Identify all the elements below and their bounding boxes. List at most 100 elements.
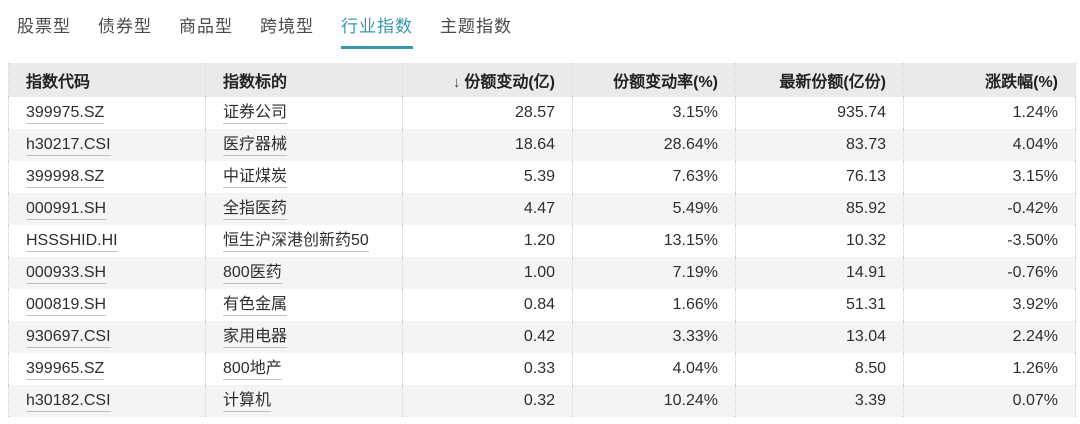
index-code-link[interactable]: 930697.CSI [26, 327, 111, 348]
tab-商品型[interactable]: 商品型 [179, 17, 233, 36]
latest-share-cell: 8.50 [735, 353, 904, 385]
price-change-cell: -0.42% [903, 193, 1076, 225]
share-change-cell: 0.33 [402, 353, 573, 385]
index-name-link[interactable]: 800地产 [223, 359, 282, 380]
index-code-cell: 000819.SH [8, 289, 206, 321]
sort-desc-icon[interactable]: ↓ [452, 74, 461, 91]
latest-share-cell: 10.32 [735, 225, 904, 257]
share-change-cell: 1.00 [402, 257, 573, 289]
table-row: HSSSHID.HI 恒生沪深港创新药50 1.20 13.15% 10.32 … [8, 225, 1076, 257]
index-name-cell: 全指医药 [205, 193, 403, 225]
header-latest-share[interactable]: 最新份额(亿份) [735, 63, 904, 97]
index-code-link[interactable]: 399975.SZ [26, 103, 105, 124]
share-change-cell: 18.64 [402, 129, 573, 161]
header-share-change[interactable]: ↓ 份额变动(亿) [402, 63, 573, 97]
tab-债券型[interactable]: 债券型 [98, 17, 152, 36]
share-change-cell: 0.32 [402, 385, 573, 417]
price-change-cell: 3.92% [903, 289, 1076, 321]
header-share-change-label: 份额变动(亿) [464, 74, 555, 91]
index-name-link[interactable]: 全指医药 [223, 199, 288, 220]
category-tabs: 股票型 债券型 商品型 跨境型 行业指数 主题指数 [0, 0, 1080, 49]
latest-share-cell: 51.31 [735, 289, 904, 321]
index-name-cell: 家用电器 [205, 321, 403, 353]
index-name-link[interactable]: 家用电器 [223, 327, 288, 348]
index-name-link[interactable]: 有色金属 [223, 295, 288, 316]
index-name-link[interactable]: 800医药 [223, 263, 282, 284]
share-change-rate-cell: 4.04% [572, 353, 736, 385]
index-name-link[interactable]: 中证煤炭 [223, 167, 288, 188]
price-change-cell: 3.15% [903, 161, 1076, 193]
index-name-link[interactable]: 证券公司 [223, 103, 288, 124]
header-share-change-rate[interactable]: 份额变动率(%) [572, 63, 736, 97]
index-name-cell: 计算机 [205, 385, 403, 417]
index-name-link[interactable]: 恒生沪深港创新药50 [223, 231, 369, 252]
tab-行业指数[interactable]: 行业指数 [341, 16, 413, 49]
table-row: 000819.SH 有色金属 0.84 1.66% 51.31 3.92% [8, 289, 1076, 321]
latest-share-cell: 935.74 [735, 97, 904, 129]
table-row: h30217.CSI 医疗器械 18.64 28.64% 83.73 4.04% [8, 129, 1076, 161]
price-change-cell: -3.50% [903, 225, 1076, 257]
index-code-link[interactable]: HSSSHID.HI [26, 231, 118, 252]
index-code-cell: 399998.SZ [8, 161, 206, 193]
tab-股票型[interactable]: 股票型 [17, 17, 71, 36]
index-code-cell: 399975.SZ [8, 97, 206, 129]
index-code-link[interactable]: 399965.SZ [26, 359, 105, 380]
share-change-rate-cell: 1.66% [572, 289, 736, 321]
table-row: 000933.SH 800医药 1.00 7.19% 14.91 -0.76% [8, 257, 1076, 289]
latest-share-cell: 13.04 [735, 321, 904, 353]
index-code-link[interactable]: 399998.SZ [26, 167, 105, 188]
price-change-cell: -0.76% [903, 257, 1076, 289]
index-code-link[interactable]: 000819.SH [26, 295, 107, 316]
index-code-cell: 399965.SZ [8, 353, 206, 385]
share-change-rate-cell: 7.63% [572, 161, 736, 193]
index-name-link[interactable]: 医疗器械 [223, 135, 288, 156]
tab-主题指数[interactable]: 主题指数 [440, 17, 512, 36]
price-change-cell: 1.26% [903, 353, 1076, 385]
table-row: 399998.SZ 中证煤炭 5.39 7.63% 76.13 3.15% [8, 161, 1076, 193]
table-row: h30182.CSI 计算机 0.32 10.24% 3.39 0.07% [8, 385, 1076, 417]
index-code-cell: h30217.CSI [8, 129, 206, 161]
index-code-cell: 930697.CSI [8, 321, 206, 353]
index-code-link[interactable]: 000991.SH [26, 199, 107, 220]
index-code-cell: HSSSHID.HI [8, 225, 206, 257]
table-row: 000991.SH 全指医药 4.47 5.49% 85.92 -0.42% [8, 193, 1076, 225]
share-change-cell: 0.42 [402, 321, 573, 353]
index-name-cell: 恒生沪深港创新药50 [205, 225, 403, 257]
share-change-cell: 1.20 [402, 225, 573, 257]
share-change-rate-cell: 13.15% [572, 225, 736, 257]
latest-share-cell: 85.92 [735, 193, 904, 225]
table-header: 指数代码 指数标的 ↓ 份额变动(亿) 份额变动率(%) 最新份额(亿份) 涨跌幅… [8, 63, 1076, 97]
index-name-link[interactable]: 计算机 [223, 391, 272, 412]
index-table-container: 指数代码 指数标的 ↓ 份额变动(亿) 份额变动率(%) 最新份额(亿份) 涨跌幅… [8, 63, 1080, 417]
index-code-link[interactable]: 000933.SH [26, 263, 107, 284]
latest-share-cell: 14.91 [735, 257, 904, 289]
index-name-cell: 有色金属 [205, 289, 403, 321]
header-index-name: 指数标的 [205, 63, 403, 97]
share-change-rate-cell: 5.49% [572, 193, 736, 225]
share-change-rate-cell: 28.64% [572, 129, 736, 161]
table-row: 930697.CSI 家用电器 0.42 3.33% 13.04 2.24% [8, 321, 1076, 353]
index-code-link[interactable]: h30217.CSI [26, 135, 111, 156]
index-name-cell: 证券公司 [205, 97, 403, 129]
index-code-link[interactable]: h30182.CSI [26, 391, 111, 412]
share-change-cell: 4.47 [402, 193, 573, 225]
latest-share-cell: 3.39 [735, 385, 904, 417]
price-change-cell: 0.07% [903, 385, 1076, 417]
share-change-rate-cell: 7.19% [572, 257, 736, 289]
table-row: 399975.SZ 证券公司 28.57 3.15% 935.74 1.24% [8, 97, 1076, 129]
index-name-cell: 中证煤炭 [205, 161, 403, 193]
index-code-cell: 000991.SH [8, 193, 206, 225]
index-table: 指数代码 指数标的 ↓ 份额变动(亿) 份额变动率(%) 最新份额(亿份) 涨跌幅… [8, 63, 1076, 417]
price-change-cell: 1.24% [903, 97, 1076, 129]
table-row: 399965.SZ 800地产 0.33 4.04% 8.50 1.26% [8, 353, 1076, 385]
latest-share-cell: 83.73 [735, 129, 904, 161]
table-body: 399975.SZ 证券公司 28.57 3.15% 935.74 1.24% … [8, 97, 1076, 417]
share-change-cell: 28.57 [402, 97, 573, 129]
price-change-cell: 4.04% [903, 129, 1076, 161]
share-change-rate-cell: 3.15% [572, 97, 736, 129]
share-change-rate-cell: 10.24% [572, 385, 736, 417]
header-index-code: 指数代码 [8, 63, 206, 97]
header-price-change[interactable]: 涨跌幅(%) [903, 63, 1076, 97]
index-name-cell: 800地产 [205, 353, 403, 385]
tab-跨境型[interactable]: 跨境型 [260, 17, 314, 36]
